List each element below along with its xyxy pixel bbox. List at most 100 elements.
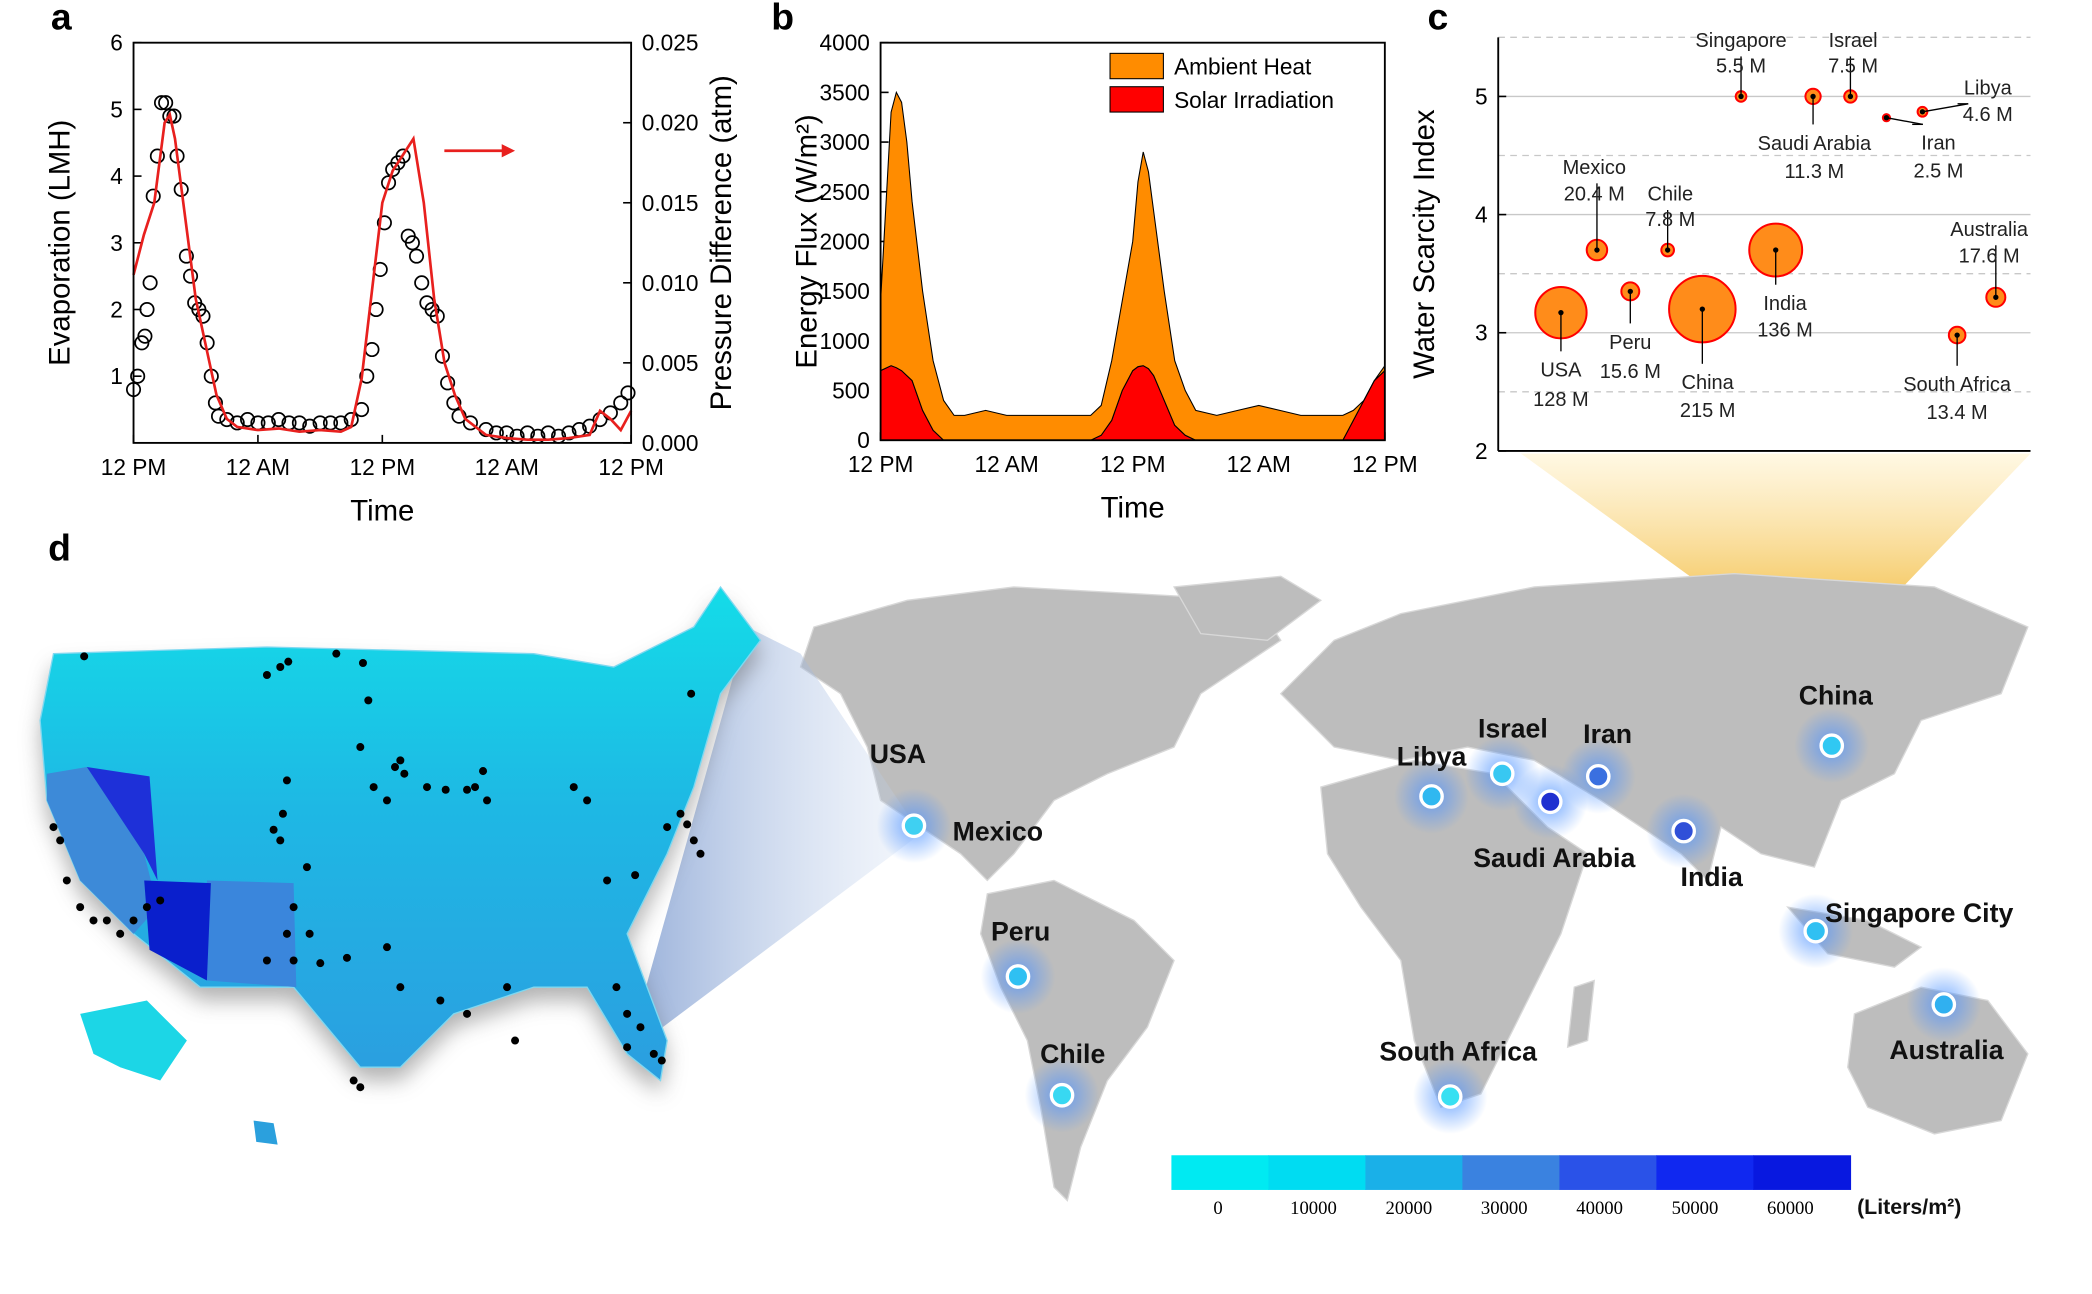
colorbar-block xyxy=(1365,1155,1464,1190)
site-dot xyxy=(342,953,351,962)
site-dot xyxy=(284,657,293,666)
x-tick-label: 12 PM xyxy=(350,454,415,480)
y-axis-label: Energy Flux (W/m²) xyxy=(791,114,824,368)
location-label: Mexico xyxy=(953,816,1043,846)
site-dot xyxy=(436,996,445,1005)
location-label: USA xyxy=(870,739,926,769)
y-tick-label: 2 xyxy=(110,296,123,322)
y-tick-label: 4 xyxy=(1475,202,1488,228)
data-point xyxy=(446,395,462,411)
bubble-label: India xyxy=(1763,293,1807,315)
y-tick-label: 3 xyxy=(1475,320,1488,346)
panel-label: c xyxy=(1428,0,1449,37)
site-dot xyxy=(423,783,432,792)
x-tick-label: 12 PM xyxy=(1352,451,1417,477)
usa-sites xyxy=(49,649,705,1092)
data-point xyxy=(451,408,467,424)
bubble-label: Libya xyxy=(1964,77,2013,99)
data-point xyxy=(149,148,165,164)
y-tick-label: 500 xyxy=(832,378,870,404)
data-point xyxy=(408,248,425,264)
colorbar-block xyxy=(1171,1155,1270,1190)
bubble-size-label: 15.6 M xyxy=(1600,361,1661,383)
zoom-funnel xyxy=(1520,453,2031,638)
bubble-center xyxy=(1919,109,1926,115)
y-tick-label: 2000 xyxy=(820,228,870,254)
x-tick-label: 12 PM xyxy=(1100,451,1165,477)
bubble-center xyxy=(1594,247,1600,253)
site-dot xyxy=(479,767,488,776)
x-axis-label: Time xyxy=(1101,492,1165,525)
site-dot xyxy=(636,1023,645,1032)
site-dot xyxy=(483,796,492,805)
bubble-label: Saudi Arabia xyxy=(1758,133,1872,155)
site-dot xyxy=(583,796,592,805)
location-dot xyxy=(901,813,927,839)
bubble-size-label: 17.6 M xyxy=(1959,246,2020,268)
site-dot xyxy=(358,659,367,668)
y2-axis-label: Pressure Difference (atm) xyxy=(705,75,738,410)
site-dot xyxy=(663,823,672,832)
bubble-label: China xyxy=(1682,372,1735,394)
bubble-label: Australia xyxy=(1950,219,2029,241)
bubble-center xyxy=(1773,247,1779,253)
colorbar-tick-label: 30000 xyxy=(1481,1198,1528,1219)
site-dot xyxy=(689,836,698,845)
colorbar-block xyxy=(1268,1155,1367,1190)
location-dot xyxy=(1931,992,1957,1017)
data-line xyxy=(132,111,633,442)
y-tick-label: 1 xyxy=(110,363,123,389)
site-dot xyxy=(683,820,692,829)
site-dot xyxy=(503,983,512,992)
data-point xyxy=(404,235,420,251)
bubble-size-label: 7.8 M xyxy=(1645,209,1695,231)
site-dot xyxy=(696,849,705,858)
x-tick-label: 12 AM xyxy=(475,454,539,480)
data-point xyxy=(499,425,515,441)
bubble-size-label: 128 M xyxy=(1533,389,1589,411)
colorbar-tick-label: 10000 xyxy=(1290,1198,1337,1219)
data-point xyxy=(333,415,349,431)
leader-line xyxy=(1922,103,1969,113)
bubble-label: Singapore xyxy=(1695,30,1786,52)
site-dot xyxy=(649,1049,658,1058)
site-dot xyxy=(129,916,138,925)
y-tick-label: 0.000 xyxy=(642,430,699,456)
bubble-center xyxy=(1954,332,1960,338)
site-dot xyxy=(316,959,325,968)
location-label: Iran xyxy=(1583,719,1632,749)
location-label: China xyxy=(1799,680,1873,710)
data-point xyxy=(178,248,194,264)
data-point xyxy=(613,395,629,411)
location-label: Saudi Arabia xyxy=(1473,843,1635,873)
site-dot xyxy=(657,1056,666,1065)
colorbar-tick-label: 40000 xyxy=(1576,1198,1623,1219)
site-dot xyxy=(62,876,71,885)
zoom-funnel xyxy=(627,626,921,1054)
bubble-label: USA xyxy=(1540,360,1582,382)
location-label: Libya xyxy=(1397,742,1467,772)
site-dot xyxy=(511,1036,520,1045)
site-dot xyxy=(382,796,391,805)
data-point xyxy=(376,215,392,231)
data-point xyxy=(271,412,287,428)
site-dot xyxy=(390,763,399,772)
y-tick-label: 4000 xyxy=(820,30,870,56)
x-tick-label: 12 AM xyxy=(1227,451,1291,477)
site-dot xyxy=(76,903,85,912)
site-dot xyxy=(569,783,578,792)
site-dot xyxy=(471,783,480,792)
site-dot xyxy=(156,896,165,905)
bubble-center xyxy=(1883,115,1890,121)
y-axis-label: Water Scarcity Index xyxy=(1408,109,1441,379)
plot-frame xyxy=(132,41,633,444)
y-tick-label: 0.025 xyxy=(642,30,699,56)
x-tick-label: 12 AM xyxy=(226,454,290,480)
site-dot xyxy=(302,863,311,872)
y-tick-label: 2 xyxy=(1475,438,1488,464)
data-point xyxy=(302,418,318,434)
location-dot xyxy=(1489,761,1515,787)
bubble-size-label: 20.4 M xyxy=(1564,184,1625,206)
location-label: Israel xyxy=(1478,714,1548,744)
